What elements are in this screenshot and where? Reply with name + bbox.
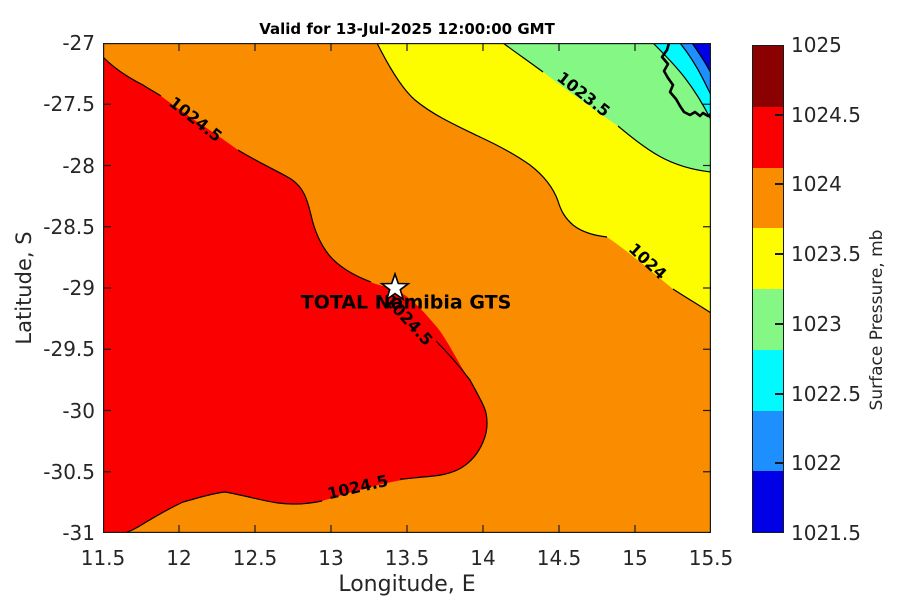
colorbar-tick-mark	[775, 113, 784, 116]
contour-map: 1024.5 1024.5 1024.5 1023.5 1024 TOTAL N…	[103, 43, 711, 533]
x-axis-label: Longitude, E	[338, 572, 476, 597]
y-tick-label: -30.5	[43, 459, 95, 484]
colorbar-tick-mark	[775, 462, 784, 465]
y-tick-label: -28	[62, 153, 95, 178]
colorbar-band	[753, 228, 783, 289]
colorbar-band	[753, 349, 783, 411]
station-label: TOTAL Namibia GTS	[301, 292, 512, 314]
colorbar-band	[753, 167, 783, 229]
x-tick-label: 12	[166, 546, 192, 570]
y-tick-label: -30	[62, 398, 95, 423]
colorbar-title: Surface Pressure, mb	[867, 229, 887, 411]
y-tick-label: -28.5	[43, 214, 95, 239]
contour-1023p5-line	[617, 125, 711, 173]
contour-1024-line	[672, 288, 711, 314]
colorbar-tick-label: 1021.5	[791, 521, 861, 545]
colorbar-band	[753, 106, 783, 168]
y-tick-label: -31	[62, 521, 95, 545]
band-1024p5-red	[103, 57, 487, 533]
band-1023-green	[503, 43, 711, 172]
colorbar	[752, 45, 784, 533]
colorbar-band	[753, 46, 783, 107]
y-axis-label: Latitude, S	[12, 231, 36, 345]
colorbar-tick-label: 1024.5	[791, 102, 861, 127]
colorbar-band	[753, 289, 783, 350]
plot-border	[103, 43, 711, 533]
x-tick-label: 14.5	[536, 546, 582, 570]
y-tick-label: -27.5	[43, 92, 95, 117]
colorbar-tick-label: 1022	[791, 451, 842, 476]
contour-1022p5-line	[679, 43, 711, 96]
colorbar-tick-label: 1022.5	[791, 381, 861, 406]
colorbar-band	[753, 471, 783, 532]
colorbar-tick-mark	[775, 253, 784, 256]
contour-1024p5-line	[103, 56, 162, 97]
band-1021p5-darkblue	[692, 43, 711, 73]
x-tick-label: 13	[318, 546, 344, 570]
station-marker-star	[379, 271, 411, 302]
colorbar-tick-mark	[775, 322, 784, 325]
contour-1023-line	[652, 43, 711, 121]
x-tick-label: 15	[622, 546, 648, 570]
colorbar-tick-mark	[775, 183, 784, 186]
contour-1024-line	[376, 43, 608, 238]
x-tick-label: 13.5	[384, 546, 430, 570]
colorbar-tick-label: 1024	[791, 172, 842, 197]
colorbar-tick-label: 1023	[791, 311, 842, 336]
x-tick-label: 14	[470, 546, 496, 570]
contour-lines	[103, 43, 711, 533]
y-tick-label: -29	[62, 276, 95, 300]
contour-1024p5-line	[399, 340, 488, 480]
colorbar-band	[753, 410, 783, 472]
axis-ticks	[103, 43, 711, 533]
coastline-path	[660, 43, 711, 118]
contour-1023p5-line	[502, 43, 544, 73]
x-tick-label: 11.5	[80, 546, 126, 570]
x-tick-label: 12.5	[232, 546, 278, 570]
y-tick-label: -27	[62, 31, 95, 55]
contour-1024p5-line	[124, 491, 323, 533]
y-tick-label: -29.5	[43, 337, 95, 362]
contour-1024p5-line	[237, 149, 372, 283]
colorbar-tick-mark	[775, 392, 784, 395]
colorbar-tick-label: 1023.5	[791, 242, 861, 267]
colorbar-tick-label: 1025	[791, 33, 842, 57]
plot-title: Valid for 13-Jul-2025 12:00:00 GMT	[259, 20, 555, 38]
x-tick-label: 15.5	[688, 546, 734, 570]
